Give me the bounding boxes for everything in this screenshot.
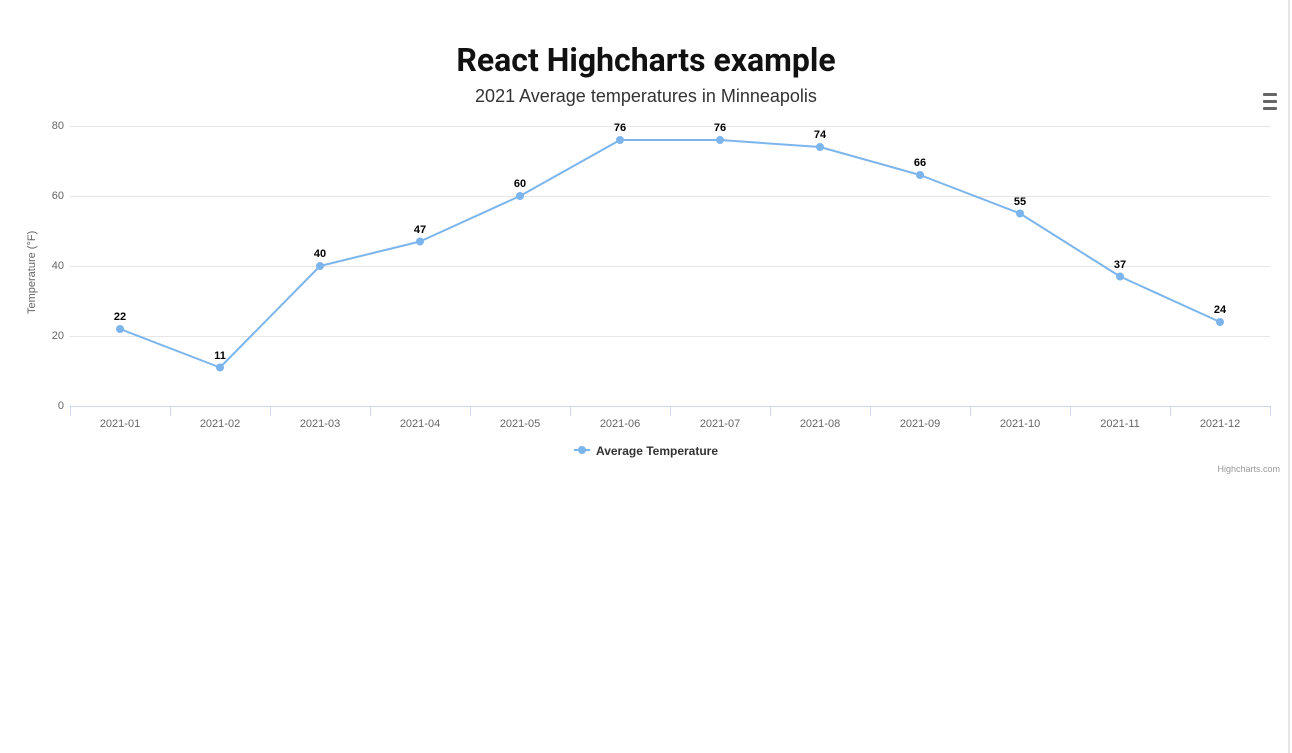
x-tick: [370, 406, 371, 416]
y-axis-title: Temperature (°F): [26, 231, 38, 314]
y-tick-label: 20: [36, 330, 64, 342]
x-tick-label: 2021-01: [100, 418, 140, 430]
data-point[interactable]: [616, 136, 624, 144]
chart-title: 2021 Average temperatures in Minneapolis: [10, 86, 1282, 107]
x-tick: [570, 406, 571, 416]
page-title: React Highcharts example: [0, 41, 1292, 79]
data-label: 76: [714, 122, 726, 134]
x-tick: [770, 406, 771, 416]
x-tick-label: 2021-03: [300, 418, 340, 430]
x-tick: [470, 406, 471, 416]
x-tick: [670, 406, 671, 416]
x-tick: [1170, 406, 1171, 416]
data-point[interactable]: [816, 143, 824, 151]
data-label: 37: [1114, 259, 1126, 271]
data-label: 22: [114, 311, 126, 323]
right-border: [1288, 0, 1290, 753]
data-point[interactable]: [516, 192, 524, 200]
page-root: React Highcharts example 2021 Average te…: [0, 0, 1292, 753]
data-point[interactable]: [316, 262, 324, 270]
x-tick: [270, 406, 271, 416]
data-label: 74: [814, 129, 826, 141]
data-point[interactable]: [1216, 318, 1224, 326]
x-tick-label: 2021-12: [1200, 418, 1240, 430]
x-tick-label: 2021-06: [600, 418, 640, 430]
data-point[interactable]: [916, 171, 924, 179]
data-point[interactable]: [216, 364, 224, 372]
data-label: 24: [1214, 304, 1226, 316]
y-tick-label: 60: [36, 190, 64, 202]
x-tick: [170, 406, 171, 416]
x-tick: [70, 406, 71, 416]
data-point[interactable]: [116, 325, 124, 333]
legend-swatch: [574, 444, 590, 459]
data-point[interactable]: [1116, 273, 1124, 281]
x-tick-label: 2021-08: [800, 418, 840, 430]
data-label: 47: [414, 224, 426, 236]
legend-label: Average Temperature: [596, 444, 718, 458]
x-tick-label: 2021-10: [1000, 418, 1040, 430]
y-tick-label: 0: [36, 400, 64, 412]
x-tick: [870, 406, 871, 416]
y-tick-label: 40: [36, 260, 64, 272]
data-label: 40: [314, 248, 326, 260]
data-label: 66: [914, 157, 926, 169]
line-series: [70, 126, 1270, 406]
data-point[interactable]: [1016, 210, 1024, 218]
x-tick: [970, 406, 971, 416]
hamburger-menu-icon[interactable]: [1258, 90, 1282, 112]
x-tick-label: 2021-02: [200, 418, 240, 430]
x-tick: [1070, 406, 1071, 416]
x-tick-label: 2021-11: [1100, 418, 1140, 430]
chart-container: 2021 Average temperatures in Minneapolis…: [10, 78, 1282, 478]
data-label: 11: [214, 350, 226, 362]
x-tick-label: 2021-04: [400, 418, 440, 430]
data-point[interactable]: [416, 238, 424, 246]
legend[interactable]: Average Temperature: [10, 444, 1282, 459]
data-point[interactable]: [716, 136, 724, 144]
y-tick-label: 80: [36, 120, 64, 132]
credits-link[interactable]: Highcharts.com: [1217, 464, 1280, 474]
x-tick-label: 2021-09: [900, 418, 940, 430]
data-label: 60: [514, 178, 526, 190]
x-tick: [1270, 406, 1271, 416]
data-label: 55: [1014, 196, 1026, 208]
series-line: [120, 140, 1220, 368]
x-tick-label: 2021-07: [700, 418, 740, 430]
x-tick-label: 2021-05: [500, 418, 540, 430]
data-label: 76: [614, 122, 626, 134]
